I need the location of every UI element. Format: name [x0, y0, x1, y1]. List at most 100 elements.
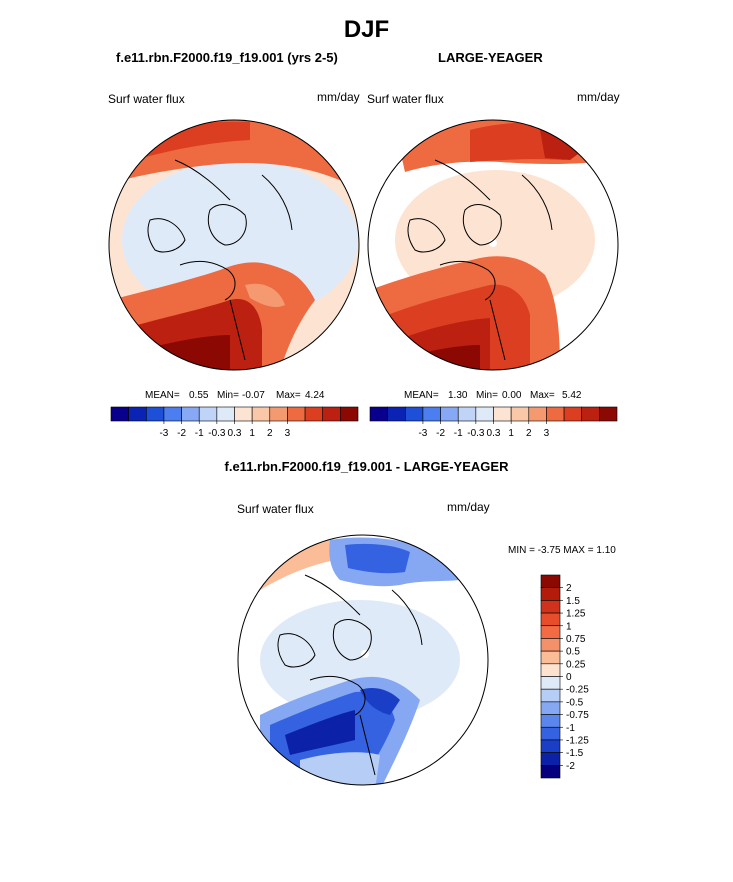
panel1-colorbar-box: [128, 406, 147, 422]
panel3-colorbar-label: 0.5: [566, 647, 580, 658]
panel1-colorbar-box: [198, 406, 218, 422]
panel3-colorbar-label: 2: [566, 583, 572, 594]
panel3-colorbar-box: [540, 587, 561, 601]
panel3-colorbar-label: -0.25: [566, 685, 589, 696]
panel2-mean-value: 1.30: [448, 390, 468, 401]
panel1-colorbar-box: [322, 406, 341, 422]
panel2-colorbar-label: -0.3: [467, 428, 485, 439]
panel3-colorbar-box: [540, 726, 561, 741]
panel3-colorbar-label: -0.5: [566, 697, 584, 708]
panel1-max-value: 4.24: [305, 390, 325, 401]
panel1-colorbar-label: 1: [249, 428, 255, 439]
panel3-colorbar-label: -1.5: [566, 748, 584, 759]
panel2-min-value: 0.00: [502, 390, 522, 401]
panel1-colorbar-box: [163, 406, 182, 422]
panel2-colorbar-label: -2: [436, 428, 445, 439]
panel2-colorbar-box: [475, 406, 494, 422]
panel1-colorbar-label: 3: [285, 428, 291, 439]
panel1-variable-label: Surf water flux: [108, 92, 185, 106]
panel2-colorbar-box: [563, 406, 583, 422]
panel3-colorbar-box: [540, 625, 561, 639]
panel1-mean-label: MEAN=: [145, 390, 180, 401]
panel2-colorbar-box: [369, 406, 388, 422]
panel3-colorbar-box: [540, 600, 561, 614]
panel1-case-title: f.e11.rbn.F2000.f19_f19.001 (yrs 2-5): [116, 50, 338, 65]
panel2-colorbar-label: 1: [508, 428, 514, 439]
panel3-colorbar-box: [540, 752, 561, 766]
panel3-colorbar-box: [540, 574, 561, 588]
panel3-colorbar-label: -2: [566, 761, 575, 772]
panel3-minmax: MIN = -3.75 MAX = 1.10: [508, 545, 616, 556]
panel2-colorbar-box: [599, 406, 618, 422]
panel3-variable-label: Surf water flux: [237, 502, 314, 516]
panel3-map: [237, 534, 489, 786]
panel1-colorbar-label: 2: [267, 428, 273, 439]
panel3-colorbar-box: [540, 701, 561, 715]
panel2-mean-label: MEAN=: [404, 390, 439, 401]
panel2-colorbar-box: [528, 406, 547, 422]
panel1-colorbar-label: -0.3: [208, 428, 226, 439]
panel2-max-value: 5.42: [562, 390, 582, 401]
panel2-colorbar-box: [493, 406, 512, 422]
panel2-colorbar-label: 0.3: [487, 428, 501, 439]
panel1-colorbar-box: [340, 406, 359, 422]
panel2-case-title: LARGE-YEAGER: [438, 50, 543, 65]
panel2-colorbar-label: 3: [544, 428, 550, 439]
panel3-colorbar-label: 0.25: [566, 659, 586, 670]
panel2-colorbar-box: [546, 406, 565, 422]
panel2-map: [367, 119, 619, 371]
panel1-colorbar-label: -1: [195, 428, 204, 439]
panel1-max-label: Max=: [276, 390, 301, 401]
panel1-colorbar-box: [216, 406, 235, 422]
panel2-colorbar-box: [404, 406, 424, 422]
panel3-colorbar-box: [540, 663, 561, 677]
panel1-colorbar-box: [304, 406, 324, 422]
panel3-colorbar-box: [540, 650, 561, 665]
panel3-colorbar-box: [540, 765, 561, 779]
panel3-colorbar-box: [540, 612, 561, 627]
panel1-units-label: mm/day: [317, 90, 360, 104]
panel2-max-label: Max=: [530, 390, 555, 401]
panel1-mean-value: 0.55: [189, 390, 209, 401]
panel1-map: [108, 119, 360, 371]
panel3-colorbar-box: [540, 638, 561, 652]
panel1-colorbar-box: [181, 406, 200, 422]
panel1-colorbar-box: [145, 406, 165, 422]
season-title: DJF: [343, 16, 390, 43]
panel1-min-value: -0.07: [242, 390, 265, 401]
panel3-colorbar-box: [540, 676, 561, 690]
panel1-colorbar-box: [269, 406, 288, 422]
panel2-colorbar-label: 2: [526, 428, 532, 439]
panel3-colorbar-label: -1: [566, 723, 575, 734]
panel1-colorbar-label: -3: [159, 428, 168, 439]
panel2-colorbar-box: [387, 406, 406, 422]
panel2-colorbar-box: [457, 406, 477, 422]
panel3-units-label: mm/day: [447, 500, 490, 514]
panel2-colorbar-label: -3: [418, 428, 427, 439]
panel3-colorbar-box: [540, 714, 561, 728]
panel1-colorbar-label: 0.3: [228, 428, 242, 439]
panel2-colorbar-box: [422, 406, 441, 422]
panel2-colorbar-label: -1: [454, 428, 463, 439]
panel1-colorbar-box: [287, 406, 306, 422]
panel2-colorbar-box: [581, 406, 600, 422]
panel1-colorbar-box: [234, 406, 253, 422]
panel3-colorbar: 21.51.2510.750.50.250-0.25-0.5-0.75-1-1.…: [540, 574, 589, 779]
panel3-colorbar-label: 1.5: [566, 596, 580, 607]
panel2-colorbar-box: [440, 406, 459, 422]
panel3-colorbar-label: 0: [566, 672, 572, 683]
panel1-colorbar-box: [110, 406, 129, 422]
panel3-colorbar-box: [540, 688, 561, 703]
panel2-colorbar: -3 -2 -1 -0.3 0.3 1 2 3: [369, 406, 618, 439]
panel2-units-label: mm/day: [577, 90, 620, 104]
panel3-colorbar-label: 0.75: [566, 634, 586, 645]
panel3-colorbar-label: -0.75: [566, 710, 589, 721]
panel3-colorbar-box: [540, 739, 561, 753]
panel3-colorbar-label: -1.25: [566, 735, 589, 746]
panel3-colorbar-label: 1: [566, 621, 572, 632]
panel1-colorbar-label: -2: [177, 428, 186, 439]
panel2-colorbar-box: [510, 406, 530, 422]
panel1-colorbar-box: [251, 406, 271, 422]
panel2-min-label: Min=: [476, 390, 498, 401]
